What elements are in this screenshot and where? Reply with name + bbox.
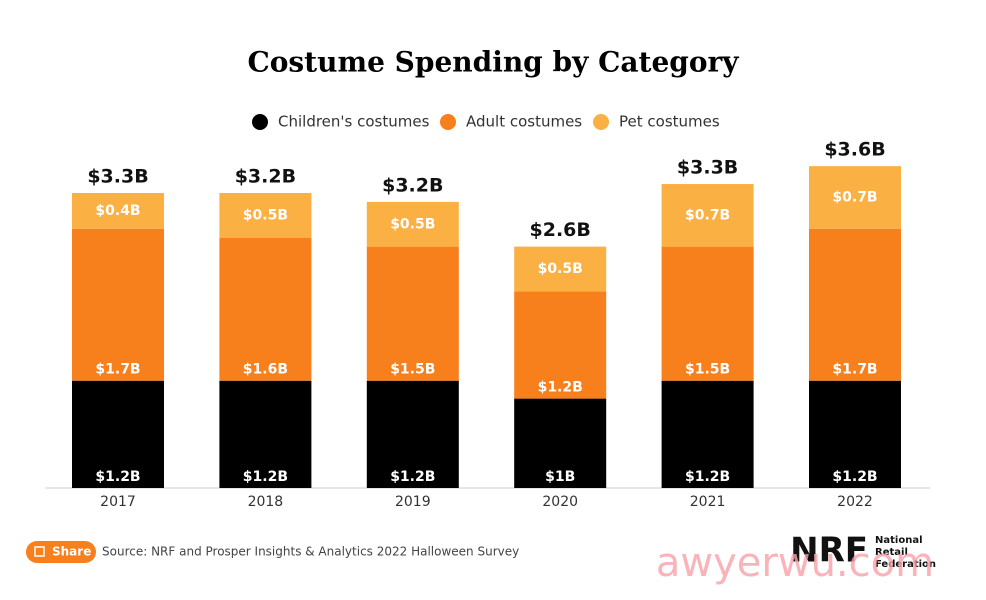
watermark: awyerwu.com [656,540,934,586]
logo-line: National [875,535,923,546]
bar-segment [809,380,901,488]
bar-segment [809,228,901,381]
segment-label: $1.7B [95,362,140,378]
bar-segment [514,398,607,488]
bar-segment [219,192,312,238]
total-label: $2.6B [530,219,591,241]
legend-label: Children's costumes [278,113,430,131]
segment-label: $0.5B [538,261,583,277]
segment-label: $1.2B [685,469,730,485]
segment-label: $1.2B [95,469,140,485]
x-tick-label: 2018 [248,494,284,510]
x-tick-label: 2019 [395,494,431,510]
logo-line: Retail [875,547,908,558]
segment-label: $0.4B [95,203,140,219]
segment-label: $1.2B [538,380,583,396]
x-tick-label: 2017 [100,494,136,510]
source: Source: NRF and Prosper Insights & Analy… [102,545,519,559]
segment-label: $1.2B [832,469,877,485]
bar-segment [809,166,901,229]
bar-segment [514,291,607,399]
segment-label: $1.2B [390,469,435,485]
legend-label: Adult costumes [466,113,582,131]
bar-segment [219,380,312,488]
legend-marker [593,114,609,130]
total-label: $3.2B [235,165,296,187]
x-tick-label: 2020 [542,494,578,510]
bar-segment [661,246,754,381]
total-label: $3.3B [87,165,148,187]
bar-segment [72,380,164,488]
bar-segment [219,237,312,381]
total-label: $3.3B [677,157,738,179]
chart-title: Costume Spending by Category [247,46,739,79]
bar-segment [366,246,459,381]
legend-marker [440,114,456,130]
bar-segment [661,184,754,247]
total-label: $3.2B [382,174,443,196]
x-tick-label: 2022 [837,494,873,510]
bar-segment [366,380,459,488]
segment-label: $1.6B [243,362,288,378]
bar-segment [514,246,607,292]
share-icon [34,546,45,557]
bar-segment [366,201,459,247]
bar-segment [661,380,754,488]
bar-segment [72,228,164,381]
segment-label: $1.5B [390,362,435,378]
total-label: $3.6B [824,139,885,161]
legend-label: Pet costumes [619,113,720,131]
segment-label: $0.7B [685,207,730,223]
segment-label: $1.5B [685,362,730,378]
segment-label: $1.2B [243,469,288,485]
bar-segment [72,192,164,229]
legend-marker [252,114,268,130]
segment-label: $0.5B [390,216,435,232]
x-tick-label: 2021 [690,494,726,510]
segment-label: $0.7B [832,189,877,205]
logo: NRF [790,531,868,571]
logo-line: Federation [875,559,936,570]
segment-label: $1.7B [832,362,877,378]
share-label[interactable]: Share [52,545,91,559]
segment-label: $0.5B [243,207,288,223]
segment-label: $1B [545,469,575,485]
